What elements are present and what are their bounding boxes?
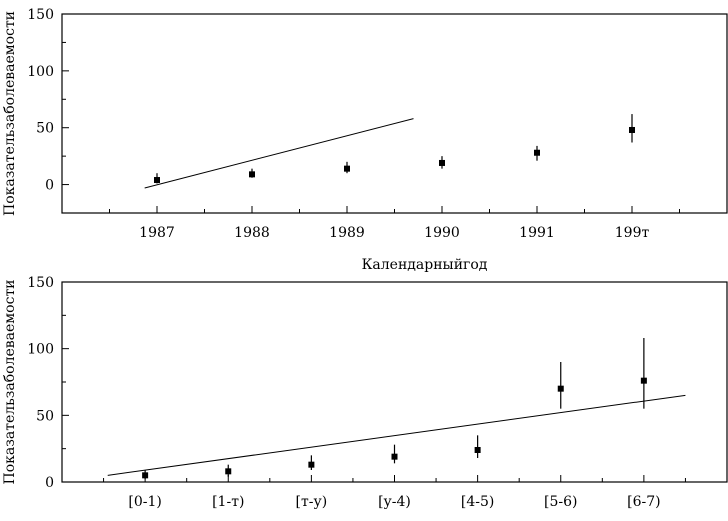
chart-panel-calendar-year: 0 50 100 150 1987 1988 1989 1990 1991 199т Показат… — [2, 7, 728, 273]
y-tick-label: 0 — [45, 475, 54, 491]
x-tick-label: [т-у) — [296, 494, 328, 510]
y-tick-label: 150 — [27, 7, 54, 23]
data-point — [154, 177, 160, 184]
data-point — [640, 377, 647, 384]
data-point — [474, 447, 481, 453]
y-tick-label: 0 — [45, 178, 54, 194]
data-point — [534, 149, 540, 156]
y-axis-title: Показательзаболеваемости — [2, 279, 18, 484]
x-tick-label: 1987 — [139, 225, 175, 241]
data-point — [557, 385, 564, 392]
x-tick-label: 1991 — [519, 225, 555, 241]
x-tick-label: 1988 — [234, 225, 270, 241]
y-tick-label: 100 — [27, 64, 54, 80]
x-tick-label: 1989 — [329, 225, 365, 241]
x-tick-label: [6-7) — [627, 494, 660, 510]
y-tick-label: 100 — [27, 342, 54, 358]
data-point — [249, 171, 255, 178]
data-point — [308, 461, 315, 468]
data-point — [439, 159, 445, 166]
data-point — [344, 165, 350, 172]
trend-line — [107, 394, 686, 476]
data-point — [391, 453, 398, 460]
data-point — [225, 468, 232, 475]
data-point — [142, 472, 149, 479]
trend-line — [144, 118, 414, 189]
data-point — [629, 126, 635, 133]
y-tick-label: 50 — [36, 408, 54, 424]
x-axis-title: Календарныйгод — [362, 257, 488, 273]
x-tick-label: 1990 — [424, 225, 460, 241]
y-axis-title: Показательзаболеваемости — [2, 11, 18, 216]
x-tick-label: [4-5) — [461, 494, 494, 510]
x-tick-label: [5-6) — [544, 494, 577, 510]
x-tick-label: 199т — [615, 225, 650, 241]
y-tick-label: 150 — [27, 275, 54, 291]
y-tick-label: 50 — [36, 121, 54, 137]
chart-panel-age-group: 0 50 100 150 [0-1) [1-т) [т-у) [у-4) [4-5) [5-6) [… — [2, 275, 728, 510]
x-tick-label: [у-4) — [378, 494, 411, 510]
x-tick-label: [1-т) — [212, 494, 244, 510]
x-tick-label: [0-1) — [128, 494, 161, 510]
